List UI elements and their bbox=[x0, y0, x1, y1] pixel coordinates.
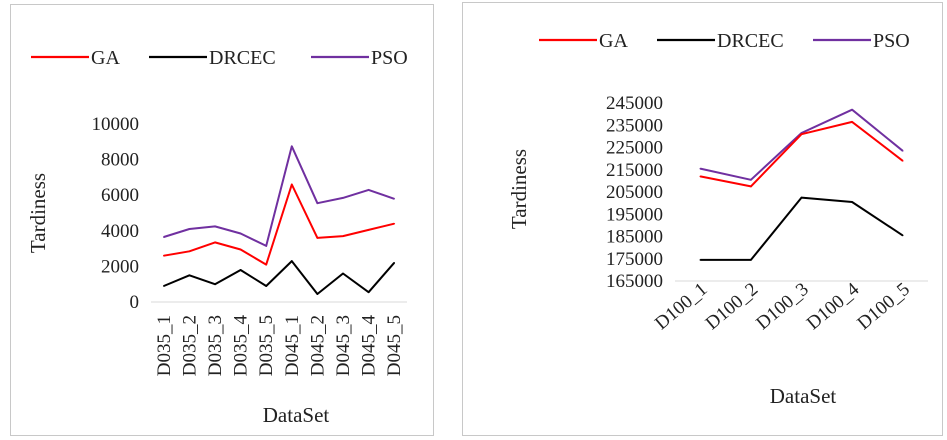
data-point-ga bbox=[800, 133, 803, 135]
series-line-pso bbox=[700, 108, 904, 181]
x-tick-label: D045_3 bbox=[333, 315, 354, 376]
data-point-pso bbox=[188, 228, 191, 230]
data-point-ga bbox=[699, 175, 702, 178]
series-line-drcec bbox=[700, 196, 904, 261]
y-tick-label: 195000 bbox=[606, 204, 663, 225]
legend-label-pso: PSO bbox=[873, 30, 910, 52]
data-point-ga bbox=[750, 185, 752, 188]
data-point-ga bbox=[291, 183, 293, 186]
data-point-drcec bbox=[214, 283, 216, 286]
data-point-drcec bbox=[851, 201, 853, 203]
x-tick-label: D035_5 bbox=[256, 315, 277, 376]
legend-label-drcec: DRCEC bbox=[209, 47, 276, 69]
x-tick-label: D100_5 bbox=[854, 279, 914, 334]
y-tick-label: 2000 bbox=[101, 256, 139, 277]
data-point-ga bbox=[393, 222, 396, 225]
x-tick-label: D100_3 bbox=[752, 279, 812, 334]
legend-label-ga: GA bbox=[599, 30, 628, 52]
data-point-pso bbox=[901, 150, 904, 152]
series-line-pso bbox=[163, 145, 395, 247]
chart-panel-right: GA DRCEC PSO 165000 175000 185000 195000 205000… bbox=[462, 2, 943, 436]
x-tick-label: D100_2 bbox=[702, 279, 762, 334]
chart-panel-left: GA DRCEC PSO 0 2000 4000 6000 8000 10000 D035_1 D0… bbox=[10, 4, 434, 436]
data-point-drcec bbox=[800, 196, 803, 199]
data-point-drcec bbox=[699, 259, 702, 261]
legend-label-drcec: DRCEC bbox=[717, 30, 784, 52]
series-line-ga bbox=[163, 183, 395, 266]
data-point-ga bbox=[188, 250, 191, 253]
y-tick-label: 215000 bbox=[606, 160, 663, 181]
x-tick-label: D045_1 bbox=[282, 315, 303, 376]
data-point-ga bbox=[163, 254, 165, 257]
data-point-ga bbox=[239, 248, 242, 251]
data-point-ga bbox=[851, 121, 853, 123]
y-tick-label: 205000 bbox=[606, 182, 663, 203]
data-point-pso bbox=[393, 197, 396, 200]
data-point-ga bbox=[265, 263, 267, 266]
data-point-drcec bbox=[393, 262, 396, 264]
series-line-drcec bbox=[163, 260, 395, 295]
data-point-ga bbox=[367, 229, 370, 231]
data-point-drcec bbox=[901, 234, 904, 237]
data-point-drcec bbox=[291, 260, 293, 262]
y-tick-label: 225000 bbox=[606, 138, 663, 159]
x-tick-label: D035_4 bbox=[231, 315, 252, 377]
y-tick-label: 175000 bbox=[606, 249, 663, 270]
data-point-pso bbox=[342, 197, 344, 199]
x-axis-title: DataSet bbox=[263, 403, 330, 427]
x-tick-label: D035_1 bbox=[154, 315, 175, 376]
data-point-pso bbox=[750, 178, 752, 181]
y-tick-label: 6000 bbox=[101, 185, 139, 206]
data-point-drcec bbox=[239, 269, 242, 271]
data-point-pso bbox=[851, 108, 853, 111]
x-tick-label: D045_2 bbox=[307, 315, 328, 376]
x-axis-title: DataSet bbox=[770, 384, 837, 408]
x-tick-label: D035_2 bbox=[179, 315, 200, 376]
data-point-pso bbox=[367, 189, 370, 191]
legend-label-ga: GA bbox=[91, 47, 120, 69]
data-point-ga bbox=[342, 235, 344, 237]
data-point-ga bbox=[214, 241, 216, 244]
y-axis-title: Tardiness bbox=[507, 149, 531, 229]
data-point-ga bbox=[901, 160, 904, 162]
y-tick-label: 0 bbox=[130, 292, 140, 313]
chart-right: GA DRCEC PSO 165000175000185000195000205000… bbox=[507, 30, 928, 408]
data-point-pso bbox=[316, 202, 319, 205]
data-point-drcec bbox=[367, 291, 370, 294]
data-point-pso bbox=[214, 225, 216, 228]
data-point-drcec bbox=[750, 259, 752, 261]
legend-label-pso: PSO bbox=[371, 47, 408, 69]
x-tick-label: D035_3 bbox=[205, 315, 226, 376]
x-tick-label: D045_5 bbox=[384, 315, 405, 376]
y-tick-label: 10000 bbox=[92, 114, 140, 135]
data-point-drcec bbox=[163, 285, 165, 287]
data-point-pso bbox=[265, 245, 267, 247]
series-line-ga bbox=[700, 120, 904, 188]
y-tick-label: 165000 bbox=[606, 271, 663, 292]
y-tick-label: 185000 bbox=[606, 227, 663, 248]
data-point-ga bbox=[316, 237, 319, 239]
y-tick-label: 235000 bbox=[606, 115, 663, 136]
x-tick-label: D045_4 bbox=[359, 315, 380, 377]
y-tick-label: 4000 bbox=[101, 221, 139, 242]
y-tick-label: 8000 bbox=[101, 150, 139, 171]
data-point-pso bbox=[239, 232, 242, 235]
data-point-pso bbox=[163, 236, 165, 238]
y-tick-label: 245000 bbox=[606, 93, 663, 114]
data-point-drcec bbox=[342, 272, 344, 275]
data-point-pso bbox=[699, 167, 702, 170]
data-point-drcec bbox=[316, 293, 319, 295]
data-point-drcec bbox=[265, 285, 267, 287]
y-axis-title: Tardiness bbox=[26, 173, 50, 253]
x-tick-label: D100_4 bbox=[803, 278, 864, 334]
data-point-pso bbox=[291, 145, 293, 148]
data-point-drcec bbox=[188, 274, 191, 277]
